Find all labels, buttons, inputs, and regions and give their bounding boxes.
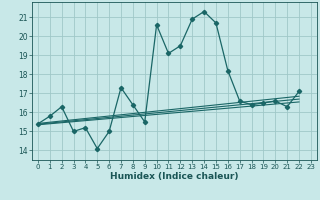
X-axis label: Humidex (Indice chaleur): Humidex (Indice chaleur) <box>110 172 239 181</box>
